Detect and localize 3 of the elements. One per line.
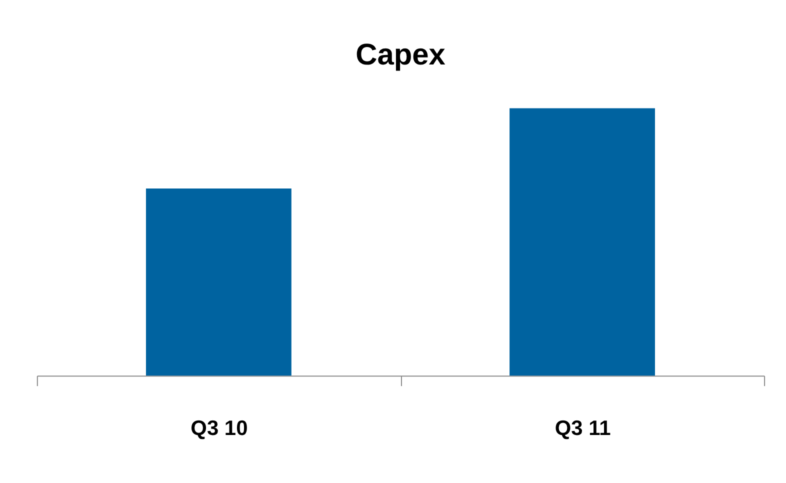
x-tick-label: Q3 10 [190, 416, 248, 440]
x-tick-label: Q3 11 [554, 416, 612, 440]
chart-title: Capex [356, 38, 446, 72]
